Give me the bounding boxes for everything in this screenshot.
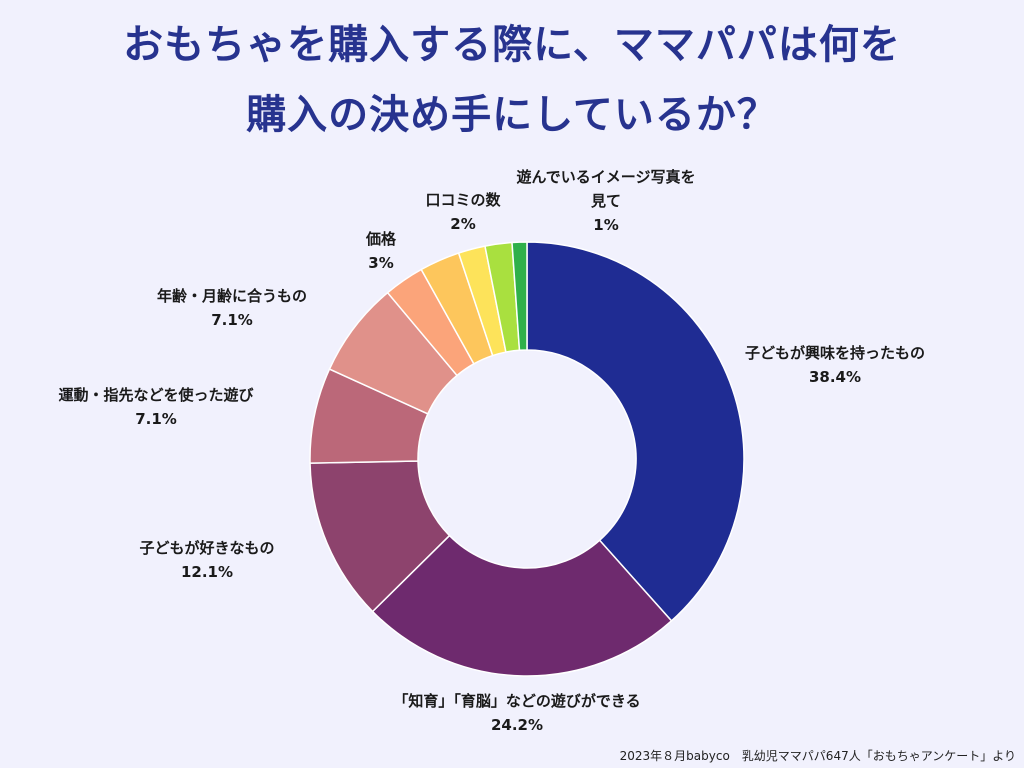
label-favorite-value: 12.1%	[180, 563, 234, 581]
label-favorite: 子どもが好きなもの 12.1%	[139, 536, 274, 584]
label-price-text: 価格	[365, 230, 397, 248]
label-photo-text: 遊んでいるイメージ写真を見て	[516, 168, 696, 210]
label-interest-value: 38.4%	[808, 368, 862, 386]
source-footnote: 2023年８月babyco 乳幼児ママパパ647人「おもちゃアンケート」より	[619, 749, 1016, 763]
label-educational: 「知育」「育脳」などの遊びができる 24.2%	[393, 689, 640, 737]
donut-slice-0	[526, 241, 745, 622]
label-exercise-value: 7.1%	[135, 410, 177, 428]
donut-slice-9	[511, 241, 528, 352]
label-educational-text: 「知育」「育脳」などの遊びができる	[393, 692, 641, 710]
label-exercise: 運動・指先などを使った遊び 7.1%	[58, 383, 253, 431]
label-reviews: 口コミの数 2%	[425, 188, 500, 236]
label-interest: 子どもが興味を持ったもの 38.4%	[745, 341, 925, 389]
label-photo: 遊んでいるイメージ写真を見て 1%	[516, 165, 696, 237]
label-price-value: 3%	[368, 254, 394, 272]
label-reviews-value: 2%	[450, 215, 476, 233]
label-age-text: 年齢・月齢に合うもの	[156, 287, 308, 305]
label-age-value: 7.1%	[211, 311, 253, 329]
label-interest-text: 子どもが興味を持ったもの	[744, 344, 926, 362]
label-reviews-text: 口コミの数	[425, 191, 501, 209]
chart-title-line-2: 購入の決め手にしているか？	[246, 92, 778, 138]
label-photo-value: 1%	[593, 216, 619, 234]
label-age: 年齢・月齢に合うもの 7.1%	[157, 284, 307, 332]
label-favorite-text: 子どもが好きなもの	[139, 539, 275, 557]
label-exercise-text: 運動・指先などを使った遊び	[58, 386, 254, 404]
label-price: 価格 3%	[366, 227, 396, 275]
label-educational-value: 24.2%	[490, 716, 544, 734]
donut-slice-1	[371, 534, 673, 677]
chart-title-line-1: おもちゃを購入する際に、ママパパは何を	[123, 22, 901, 68]
